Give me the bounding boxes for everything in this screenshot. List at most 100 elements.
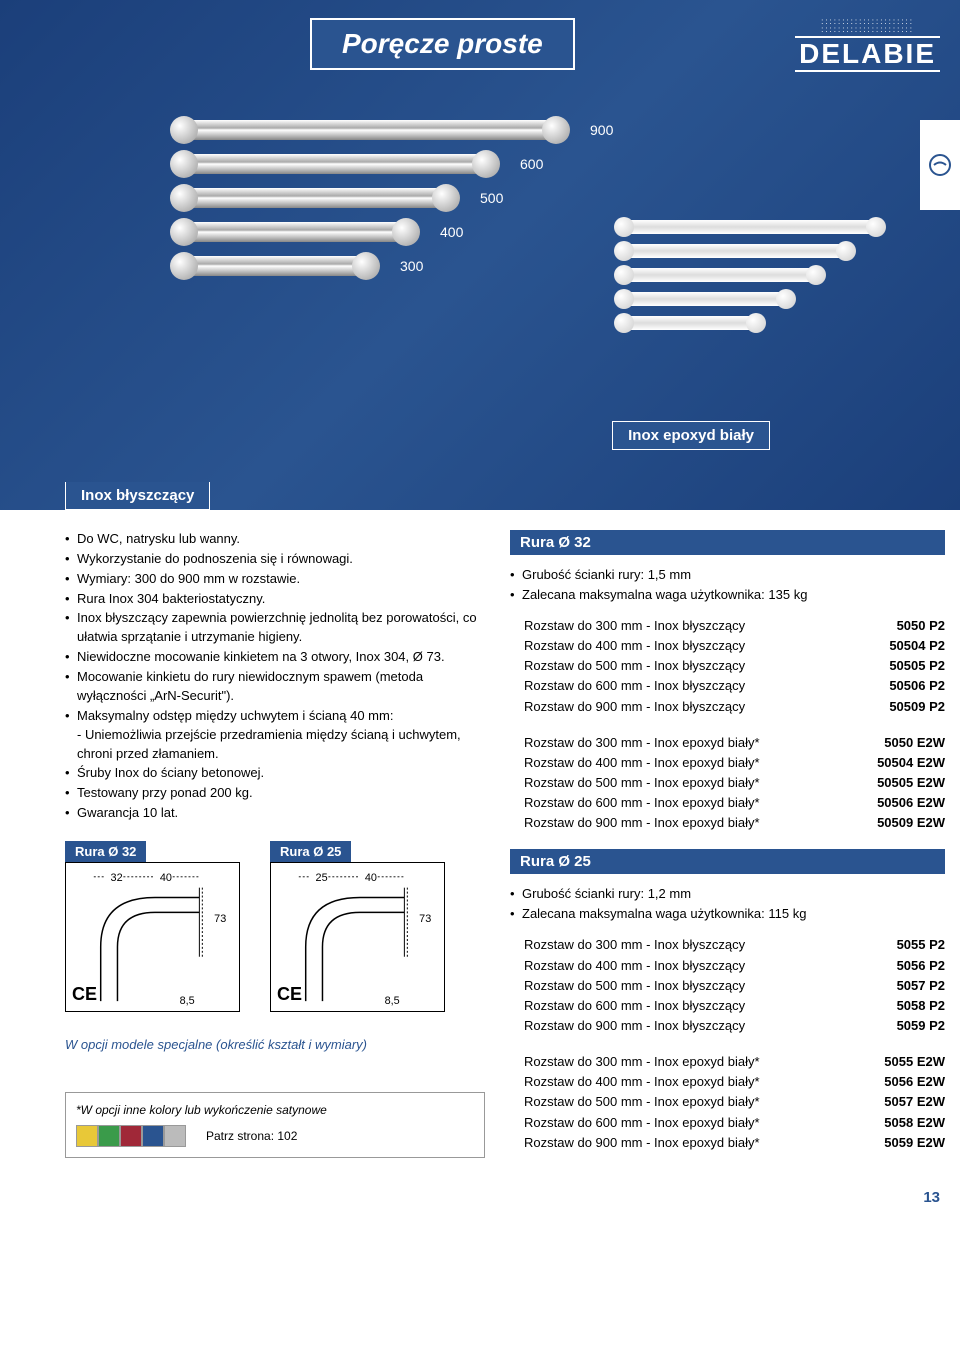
feature-item: Do WC, natrysku lub wanny. [65,530,485,549]
chrome-bars-illustration: 900 600 500 400 300 [180,120,613,290]
footnote-ref: Patrz strona: 102 [206,1129,297,1143]
product-desc: Rozstaw do 500 mm - Inox epoxyd biały* [524,773,855,793]
product-desc: Rozstaw do 300 mm - Inox błyszczący [524,935,855,955]
product-row: Rozstaw do 600 mm - Inox epoxyd biały*50… [510,1113,945,1133]
chrome-bar: 400 [180,222,613,242]
svg-text:25: 25 [316,871,328,883]
product-desc: Rozstaw do 500 mm - Inox błyszczący [524,976,855,996]
svg-text:73: 73 [419,913,431,925]
product-row: Rozstaw do 500 mm - Inox błyszczący50505… [510,656,945,676]
svg-text:8,5: 8,5 [180,995,195,1007]
color-swatch [142,1125,164,1147]
product-desc: Rozstaw do 900 mm - Inox epoxyd biały* [524,1133,855,1153]
product-row: Rozstaw do 300 mm - Inox epoxyd biały*50… [510,733,945,753]
product-table: Rozstaw do 300 mm - Inox epoxyd biały*50… [510,1052,945,1153]
product-desc: Rozstaw do 400 mm - Inox epoxyd biały* [524,1072,855,1092]
bar-size-label: 400 [440,224,463,240]
white-bar [620,244,850,258]
product-desc: Rozstaw do 600 mm - Inox błyszczący [524,676,855,696]
spec-list: Grubość ścianki rury: 1,5 mmZalecana mak… [510,565,945,604]
product-row: Rozstaw do 600 mm - Inox błyszczący50506… [510,676,945,696]
feature-item: Gwarancja 10 lat. [65,804,485,823]
product-row: Rozstaw do 500 mm - Inox epoxyd biały*50… [510,1092,945,1112]
product-code: 50505 E2W [855,773,945,793]
color-swatch [76,1125,98,1147]
svg-text:40: 40 [365,871,377,883]
chrome-bar: 300 [180,256,613,276]
bar-size-label: 300 [400,258,423,274]
color-swatch [120,1125,142,1147]
product-code: 5055 E2W [855,1052,945,1072]
page-title-banner: Poręcze proste [310,18,575,70]
bar-size-label: 900 [590,122,613,138]
svg-text:40: 40 [160,871,172,883]
spec-list: Grubość ścianki rury: 1,2 mmZalecana mak… [510,884,945,923]
page-number: 13 [0,1189,960,1221]
svg-text:32: 32 [111,871,123,883]
product-desc: Rozstaw do 600 mm - Inox epoxyd biały* [524,1113,855,1133]
product-code: 5059 P2 [855,1016,945,1036]
product-table: Rozstaw do 300 mm - Inox epoxyd biały*50… [510,733,945,834]
page-title: Poręcze proste [342,28,543,59]
spec-item: Zalecana maksymalna waga użytkownika: 13… [510,585,945,605]
feature-item: Inox błyszczący zapewnia powierzchnię je… [65,609,485,647]
product-code: 50505 P2 [855,656,945,676]
diagram-box: 25 40 73 8,5 CE [270,862,445,1012]
product-code: 50509 E2W [855,813,945,833]
svg-text:8,5: 8,5 [385,995,400,1007]
product-row: Rozstaw do 900 mm - Inox epoxyd biały*50… [510,1133,945,1153]
svg-text:73: 73 [214,913,226,925]
product-table: Rozstaw do 300 mm - Inox błyszczący5055 … [510,935,945,1036]
product-table: Rozstaw do 300 mm - Inox błyszczący5050 … [510,616,945,717]
product-row: Rozstaw do 400 mm - Inox błyszczący5056 … [510,956,945,976]
product-desc: Rozstaw do 900 mm - Inox błyszczący [524,1016,855,1036]
product-code: 50506 E2W [855,793,945,813]
product-code: 5057 P2 [855,976,945,996]
product-row: Rozstaw do 500 mm - Inox błyszczący5057 … [510,976,945,996]
feature-item: Niewidoczne mocowanie kinkietem na 3 otw… [65,648,485,667]
white-bar [620,220,880,234]
content-area: Do WC, natrysku lub wanny.Wykorzystanie … [0,510,960,1189]
feature-item: Testowany przy ponad 200 kg. [65,784,485,803]
bar-size-label: 500 [480,190,503,206]
brand-logo: ::::::::::::::::::::::::::::::::::::::::… [795,18,940,72]
spec-item: Zalecana maksymalna waga użytkownika: 11… [510,904,945,924]
product-desc: Rozstaw do 900 mm - Inox epoxyd biały* [524,813,855,833]
feature-item: Maksymalny odstęp między uchwytem i ścia… [65,707,485,726]
brand-dots: ::::::::::::::::::::::::::::::::::::::::… [795,18,940,34]
product-code: 5057 E2W [855,1092,945,1112]
product-desc: Rozstaw do 400 mm - Inox błyszczący [524,636,855,656]
spec-item: Grubość ścianki rury: 1,2 mm [510,884,945,904]
feature-subitem: - Uniemożliwia przejście przedramienia m… [65,726,485,764]
feature-item: Wymiary: 300 do 900 mm w rozstawie. [65,570,485,589]
feature-list: Do WC, natrysku lub wanny.Wykorzystanie … [65,530,485,823]
product-row: Rozstaw do 600 mm - Inox epoxyd biały*50… [510,793,945,813]
product-row: Rozstaw do 900 mm - Inox błyszczący50509… [510,697,945,717]
product-code: 50504 P2 [855,636,945,656]
diagram-label: Rura Ø 32 [65,841,146,862]
product-desc: Rozstaw do 500 mm - Inox błyszczący [524,656,855,676]
color-swatches: Patrz strona: 102 [76,1125,474,1147]
product-code: 5058 E2W [855,1113,945,1133]
product-code: 5059 E2W [855,1133,945,1153]
color-swatch [164,1125,186,1147]
product-code: 5056 P2 [855,956,945,976]
product-desc: Rozstaw do 300 mm - Inox epoxyd biały* [524,1052,855,1072]
product-desc: Rozstaw do 500 mm - Inox epoxyd biały* [524,1092,855,1112]
white-bar [620,268,820,282]
product-row: Rozstaw do 300 mm - Inox błyszczący5050 … [510,616,945,636]
color-swatch [98,1125,120,1147]
brand-name: DELABIE [795,36,940,72]
white-bar [620,292,790,306]
product-code: 50506 P2 [855,676,945,696]
product-desc: Rozstaw do 600 mm - Inox błyszczący [524,996,855,1016]
label-right: Inox epoxyd biały [612,421,770,450]
product-desc: Rozstaw do 600 mm - Inox epoxyd biały* [524,793,855,813]
section-heading: Rura Ø 32 [510,530,945,555]
ce-mark: CE [72,984,97,1005]
product-desc: Rozstaw do 300 mm - Inox epoxyd biały* [524,733,855,753]
product-desc: Rozstaw do 400 mm - Inox błyszczący [524,956,855,976]
bar-size-label: 600 [520,156,543,172]
chrome-bar: 600 [180,154,613,174]
product-desc: Rozstaw do 900 mm - Inox błyszczący [524,697,855,717]
